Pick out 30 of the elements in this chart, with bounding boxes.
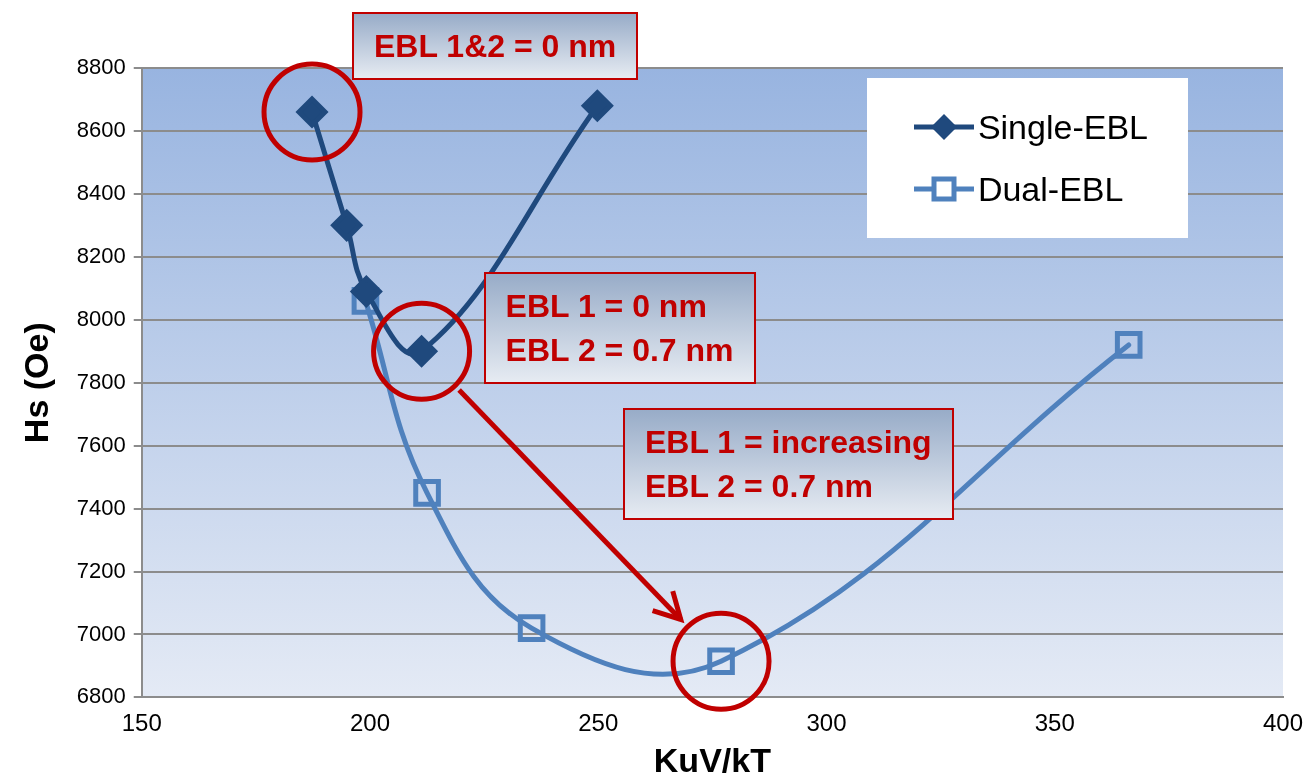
point bbox=[581, 90, 613, 122]
x-axis-title: KuV/kT bbox=[653, 740, 772, 779]
y-axis-title: Hs (Oe) bbox=[16, 322, 55, 444]
y-tick-label: 8800 bbox=[76, 54, 126, 80]
y-tick-label: 8600 bbox=[76, 117, 126, 142]
point bbox=[331, 209, 363, 241]
x-tick-label: 400 bbox=[1262, 709, 1304, 737]
y-tick-label: 7400 bbox=[76, 494, 126, 520]
x-tick-label: 150 bbox=[121, 709, 162, 737]
annotation: EBL 1&2 = 0 nm bbox=[352, 12, 639, 81]
legend-label: Single-EBL bbox=[977, 107, 1148, 147]
point bbox=[413, 479, 441, 507]
point bbox=[517, 614, 546, 642]
point bbox=[350, 275, 382, 307]
x-tick-label: 200 bbox=[349, 709, 391, 737]
x-tick-label: 250 bbox=[578, 709, 619, 737]
y-tick-label: 7200 bbox=[76, 557, 126, 583]
y-tick-label: 6800 bbox=[76, 683, 126, 709]
y-tick-label: 7800 bbox=[76, 368, 126, 394]
x-tick-label: 300 bbox=[806, 709, 847, 737]
y-tick-label: 8400 bbox=[76, 179, 126, 205]
y-tick-label: 8200 bbox=[76, 242, 126, 268]
annotation: EBL 1 = increasing EBL 2 = 0.7 nm bbox=[623, 408, 954, 520]
y-tick-label: 7000 bbox=[76, 620, 126, 646]
y-tick-label: 8000 bbox=[76, 305, 126, 331]
x-tick-label: 350 bbox=[1034, 709, 1075, 737]
annotation: EBL 1 = 0 nm EBL 2 = 0.7 nm bbox=[483, 272, 756, 385]
point bbox=[1114, 331, 1143, 359]
y-tick-label: 7600 bbox=[76, 431, 126, 457]
legend-label: Dual-EBL bbox=[977, 169, 1124, 209]
